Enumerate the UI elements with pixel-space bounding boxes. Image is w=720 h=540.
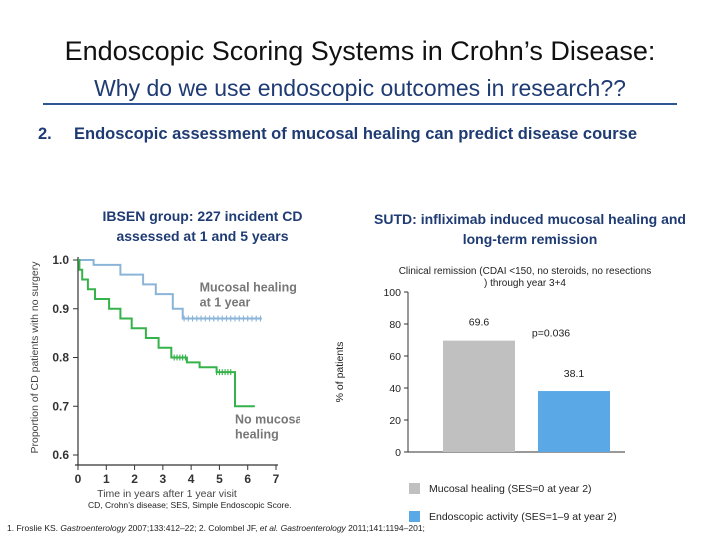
ref-prefix: 1. Froslie KS. xyxy=(7,523,61,533)
km-annotation-no-mucosal-healing-line2: healing xyxy=(235,427,279,441)
bar-chart-title: SUTD: infliximab induced mucosal healing… xyxy=(374,211,686,247)
km-annotation-no-mucosal-healing: No mucosal xyxy=(235,412,300,426)
bar-value-label: 69.6 xyxy=(469,317,490,329)
title-divider xyxy=(43,103,677,105)
bar-y-tick-label: 80 xyxy=(389,319,401,331)
ref2-rest: 2011;141:1194–201; xyxy=(345,523,425,533)
slide-subtitle: Why do we use endoscopic outcomes in res… xyxy=(94,75,626,101)
bar-y-tick-label: 20 xyxy=(389,415,401,427)
km-x-tick-label: 4 xyxy=(188,472,195,486)
remission-bar-chart: Clinical remission (CDAI <150, no steroi… xyxy=(334,266,652,523)
bar-plot-title: Clinical remission (CDAI <150, no steroi… xyxy=(399,266,652,277)
km-y-tick-label: 0.6 xyxy=(52,448,69,462)
km-y-tick-label: 0.8 xyxy=(52,351,69,365)
abbreviation-footnote: CD, Crohn’s disease; SES, Simple Endosco… xyxy=(88,500,292,510)
km-x-tick-label: 7 xyxy=(273,472,280,486)
bar-y-tick-label: 60 xyxy=(389,351,401,363)
section-heading: 2. Endoscopic assessment of mucosal heali… xyxy=(38,125,637,144)
bar-pvalue: p=0.036 xyxy=(532,328,570,340)
km-annotation-mucosal-healing-line2: at 1 year xyxy=(200,296,251,310)
ref2-etal: et al. xyxy=(259,523,279,533)
ref1-journal: Gastroenterology xyxy=(60,523,126,533)
legend-label-1: Mucosal healing (SES=0 at year 2) xyxy=(429,483,592,495)
bar-plot-title-line2: ) through year 3+4 xyxy=(484,278,566,289)
reference-footnote: 1. Froslie KS. Gastroenterology 2007;133… xyxy=(7,523,425,533)
km-y-tick-label: 0.9 xyxy=(52,302,69,316)
legend-swatch-1 xyxy=(409,483,420,494)
km-series-no-mucosal-healing xyxy=(78,259,255,408)
km-x-tick-label: 0 xyxy=(75,472,82,486)
km-annotation-mucosal-healing: Mucosal healing xyxy=(200,281,297,295)
km-x-tick-label: 3 xyxy=(160,472,167,486)
section-heading-text: Endoscopic assessment of mucosal healing… xyxy=(74,125,638,143)
km-y-tick-label: 1.0 xyxy=(52,253,69,267)
bar-y-tick-label: 100 xyxy=(383,287,401,299)
km-x-tick-label: 2 xyxy=(131,472,138,486)
km-x-tick-label: 1 xyxy=(103,472,110,486)
bar-value-label: 38.1 xyxy=(564,368,585,380)
km-x-tick-label: 6 xyxy=(244,472,251,486)
bar-1 xyxy=(443,340,515,452)
legend-label-2: Endoscopic activity (SES=1–9 at year 2) xyxy=(429,511,617,523)
bar-y-tick-label: 40 xyxy=(389,383,401,395)
km-y-axis-label: Proportion of CD patients with no surger… xyxy=(29,261,41,454)
ref1-rest: 2007;133:412–22; 2. Colombel JF, xyxy=(125,523,260,533)
legend-swatch-2 xyxy=(409,511,420,522)
bar-2 xyxy=(538,391,610,452)
km-chart: 0.6 0.7 0.8 0.9 1.0 0 1 2 3 4 5 6 7 Time in years aft… xyxy=(29,253,300,500)
section-number: 2. xyxy=(38,125,52,143)
slide-title: Endoscopic Scoring Systems in Crohn’s Di… xyxy=(64,36,656,66)
km-chart-title: IBSEN group: 227 incident CD assessed at… xyxy=(102,208,303,244)
km-x-axis-label: Time in years after 1 year visit xyxy=(97,488,237,500)
ref2-journal: Gastroenterology xyxy=(278,523,346,533)
km-x-tick-label: 5 xyxy=(216,472,223,486)
km-series-mucosal-healing xyxy=(78,259,262,320)
bar-y-tick-label: 0 xyxy=(395,447,401,459)
bar-y-axis-label: % of patients xyxy=(334,342,346,403)
km-y-tick-label: 0.7 xyxy=(52,399,69,413)
